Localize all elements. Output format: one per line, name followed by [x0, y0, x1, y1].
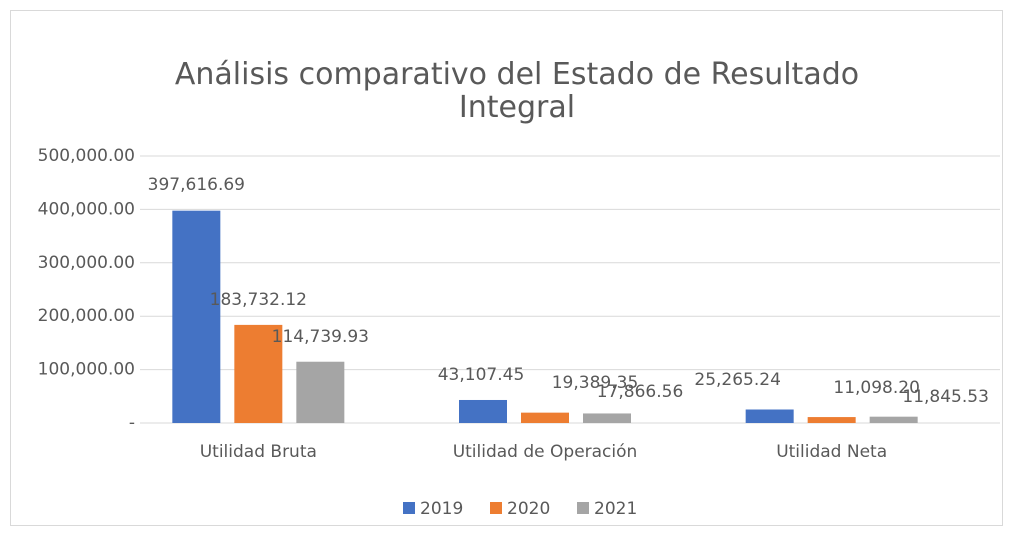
bar	[807, 417, 856, 423]
data-label: 114,739.93	[272, 327, 369, 347]
data-label: 397,616.69	[148, 175, 245, 195]
bar	[869, 416, 918, 423]
y-tick-label: 300,000.00	[38, 253, 135, 273]
data-label: 25,265.24	[694, 370, 781, 390]
bar	[459, 399, 507, 423]
title-line: Integral	[459, 90, 575, 125]
y-tick-label: -	[129, 413, 135, 433]
legend-swatch	[577, 502, 589, 514]
data-label: 11,098.20	[833, 378, 920, 398]
bar	[745, 409, 794, 423]
title-line: Análisis comparativo del Estado de Resul…	[175, 57, 859, 92]
bar	[521, 412, 569, 423]
data-label: 183,732.12	[210, 290, 307, 310]
chart-title: Análisis comparativo del Estado de Resul…	[175, 57, 859, 125]
bar	[234, 324, 283, 423]
bar	[583, 413, 631, 423]
y-tick-label: 100,000.00	[38, 360, 135, 380]
y-tick-label: 200,000.00	[38, 306, 135, 326]
legend-label: 2020	[507, 499, 550, 519]
bar	[172, 210, 221, 423]
x-tick-label: Utilidad Bruta	[200, 442, 317, 462]
y-tick-label: 400,000.00	[38, 199, 135, 219]
legend-label: 2019	[420, 499, 463, 519]
legend-swatch	[490, 502, 502, 514]
data-label: 43,107.45	[438, 365, 525, 385]
x-tick-label: Utilidad Neta	[776, 442, 887, 462]
data-label: 19,389.35	[552, 373, 639, 393]
data-label: 17,866.56	[597, 382, 684, 402]
y-tick-label: 500,000.00	[38, 146, 135, 166]
legend-label: 2021	[594, 499, 637, 519]
x-tick-label: Utilidad de Operación	[453, 442, 638, 462]
data-label: 11,845.53	[902, 387, 989, 407]
bar	[296, 361, 345, 423]
legend-swatch	[403, 502, 415, 514]
